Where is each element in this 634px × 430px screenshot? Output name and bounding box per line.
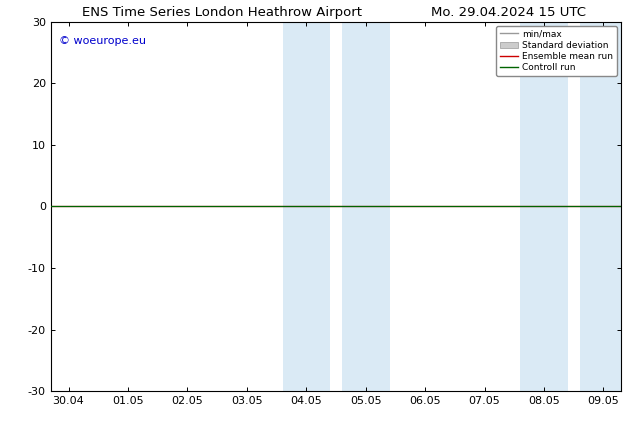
Text: © woeurope.eu: © woeurope.eu <box>59 36 146 46</box>
Text: ENS Time Series London Heathrow Airport: ENS Time Series London Heathrow Airport <box>82 6 363 19</box>
Bar <box>342 22 389 391</box>
Bar <box>283 22 330 391</box>
Text: Mo. 29.04.2024 15 UTC: Mo. 29.04.2024 15 UTC <box>431 6 586 19</box>
Bar <box>521 22 568 391</box>
Legend: min/max, Standard deviation, Ensemble mean run, Controll run: min/max, Standard deviation, Ensemble me… <box>496 26 617 76</box>
Bar <box>579 22 627 391</box>
